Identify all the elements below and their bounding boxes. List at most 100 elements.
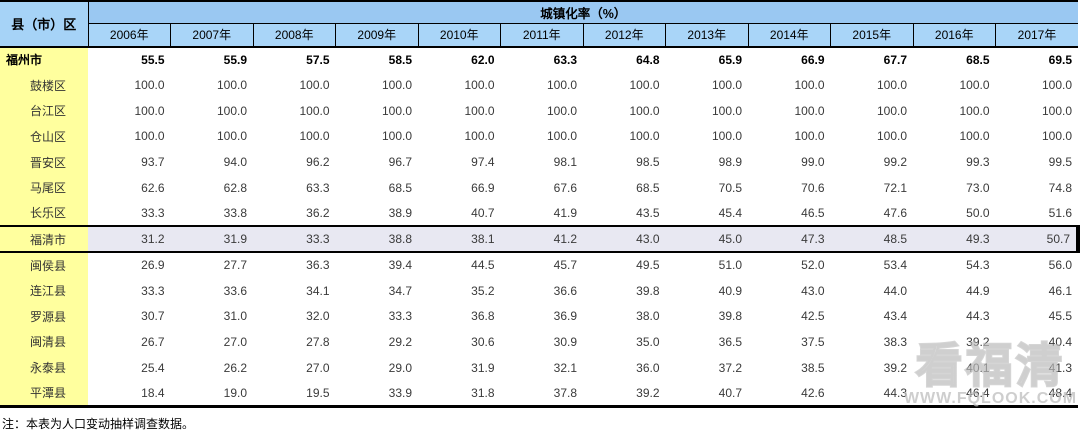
value-cell: 31.8: [418, 380, 501, 408]
value-cell: 39.8: [583, 277, 666, 304]
value-cell: 64.8: [583, 46, 666, 73]
value-cell: 74.8: [995, 174, 1078, 201]
value-cell: 45.4: [665, 200, 748, 227]
value-cell: 48.5: [830, 225, 913, 253]
value-cell: 44.0: [830, 277, 913, 304]
value-cell: 41.2: [500, 225, 583, 253]
value-cell: 99.2: [830, 149, 913, 175]
value-cell: 36.8: [418, 303, 501, 330]
value-cell: 39.2: [583, 380, 666, 408]
value-cell: 27.0: [253, 354, 336, 381]
value-cell: 100.0: [830, 72, 913, 98]
value-cell: 43.4: [830, 303, 913, 330]
table-row-鼓楼区: 鼓楼区 100.0 100.0 100.0 100.0 100.0 100.0 100.0 10…: [0, 72, 1078, 98]
value-cell: 46.1: [995, 277, 1078, 304]
row-label: 闽清县: [0, 329, 88, 355]
value-cell: 100.0: [913, 72, 996, 98]
value-cell: 36.6: [500, 277, 583, 304]
value-cell: 68.5: [913, 46, 996, 73]
value-cell: 32.1: [500, 354, 583, 381]
value-cell: 100.0: [500, 72, 583, 98]
value-cell: 100.0: [253, 97, 336, 124]
value-cell: 39.2: [913, 329, 996, 355]
table-row-闽清县: 闽清县 26.7 27.0 27.8 29.2 30.6 30.9 35.0 36.5 37.5 3…: [0, 329, 1078, 355]
value-cell: 47.3: [748, 225, 831, 253]
value-cell: 36.9: [500, 303, 583, 330]
value-cell: 100.0: [170, 123, 253, 150]
row-label: 鼓楼区: [0, 72, 88, 98]
value-cell: 100.0: [995, 97, 1078, 124]
value-cell: 100.0: [665, 97, 748, 124]
value-cell: 36.5: [665, 329, 748, 355]
corner-header: 县（市）区: [0, 0, 89, 48]
value-cell: 69.5: [995, 46, 1078, 73]
value-cell: 57.5: [253, 46, 336, 73]
value-cell: 41.3: [995, 354, 1078, 381]
value-cell: 43.0: [583, 225, 666, 253]
value-cell: 72.1: [830, 174, 913, 201]
value-cell: 100.0: [418, 97, 501, 124]
table-body: 福州市 55.5 55.9 57.5 58.5 62.0 63.3 64.8 65.9 66.9 6…: [0, 46, 1080, 408]
value-cell: 45.7: [500, 252, 583, 278]
value-cell: 54.3: [913, 252, 996, 278]
value-cell: 73.0: [913, 174, 996, 201]
value-cell: 39.8: [665, 303, 748, 330]
row-label: 闽侯县: [0, 252, 88, 278]
value-cell: 30.7: [88, 303, 171, 330]
value-cell: 96.7: [335, 149, 418, 175]
value-cell: 97.4: [418, 149, 501, 175]
value-cell: 44.9: [913, 277, 996, 304]
value-cell: 43.0: [748, 277, 831, 304]
value-cell: 38.0: [583, 303, 666, 330]
value-cell: 31.2: [88, 225, 171, 253]
row-label: 马尾区: [0, 174, 88, 201]
value-cell: 27.8: [253, 329, 336, 355]
value-cell: 62.6: [88, 174, 171, 201]
value-cell: 100.0: [665, 123, 748, 150]
value-cell: 41.9: [500, 200, 583, 227]
value-cell: 66.9: [748, 46, 831, 73]
value-cell: 40.7: [418, 200, 501, 227]
year-header-2012: 2012年: [582, 23, 666, 48]
value-cell: 51.6: [995, 200, 1078, 227]
value-cell: 100.0: [748, 123, 831, 150]
value-cell: 100.0: [253, 72, 336, 98]
row-label: 平潭县: [0, 380, 88, 408]
value-cell: 31.9: [170, 225, 253, 253]
value-cell: 100.0: [88, 72, 171, 98]
value-cell: 45.5: [995, 303, 1078, 330]
group-header: 城镇化率（%）: [88, 0, 1078, 24]
table-row-台江区: 台江区 100.0 100.0 100.0 100.0 100.0 100.0 100.0 10…: [0, 97, 1078, 124]
table-row-平潭县: 平潭县 18.4 19.0 19.5 33.9 31.8 37.8 39.2 40.7 42.6 4…: [0, 380, 1078, 408]
value-cell: 99.5: [995, 149, 1078, 175]
value-cell: 100.0: [335, 97, 418, 124]
value-cell: 35.0: [583, 329, 666, 355]
value-cell: 100.0: [335, 72, 418, 98]
value-cell: 37.2: [665, 354, 748, 381]
value-cell: 27.7: [170, 252, 253, 278]
value-cell: 37.5: [748, 329, 831, 355]
value-cell: 100.0: [995, 123, 1078, 150]
value-cell: 55.9: [170, 46, 253, 73]
value-cell: 36.0: [583, 354, 666, 381]
value-cell: 34.1: [253, 277, 336, 304]
row-label: 连江县: [0, 277, 88, 304]
table-row-罗源县: 罗源县 30.7 31.0 32.0 33.3 36.8 36.9 38.0 39.8 42.5 4…: [0, 303, 1078, 330]
table-row-永泰县: 永泰县 25.4 26.2 27.0 29.0 31.9 32.1 36.0 37.2 38.5 3…: [0, 354, 1078, 381]
value-cell: 100.0: [583, 97, 666, 124]
value-cell: 70.6: [748, 174, 831, 201]
value-cell: 26.9: [88, 252, 171, 278]
row-label: 福州市: [0, 46, 88, 73]
value-cell: 29.0: [335, 354, 418, 381]
year-header-2014: 2014年: [747, 23, 831, 48]
value-cell: 63.3: [253, 174, 336, 201]
value-cell: 100.0: [88, 123, 171, 150]
value-cell: 50.7: [995, 225, 1080, 253]
year-header-2007: 2007年: [170, 23, 253, 48]
row-label: 晋安区: [0, 149, 88, 175]
value-cell: 99.0: [748, 149, 831, 175]
value-cell: 34.7: [335, 277, 418, 304]
table-row-仓山区: 仓山区 100.0 100.0 100.0 100.0 100.0 100.0 100.0 10…: [0, 123, 1078, 150]
value-cell: 70.5: [665, 174, 748, 201]
value-cell: 62.8: [170, 174, 253, 201]
